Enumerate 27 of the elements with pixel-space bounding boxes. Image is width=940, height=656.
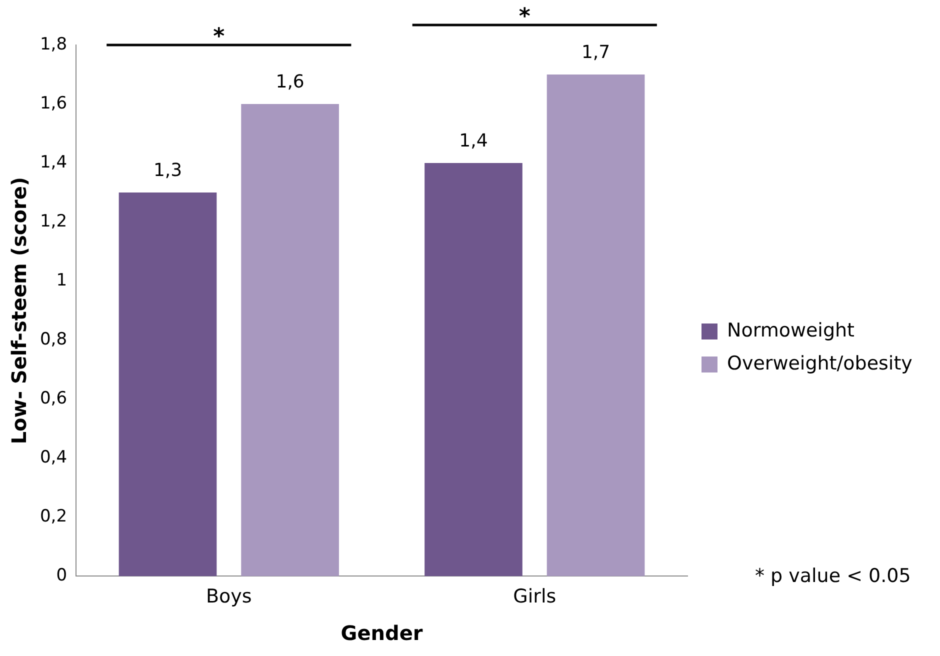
y-axis-title: Low- Self-steem (score) <box>7 176 32 444</box>
y-tick-label: 1,8 <box>40 34 68 54</box>
data-label: 1,3 <box>153 160 182 182</box>
x-axis-title: Gender <box>340 621 423 646</box>
y-tick-label: 0,6 <box>40 388 68 409</box>
bar <box>424 163 522 576</box>
bar <box>546 74 645 576</box>
x-tick-label: Boys <box>206 586 252 608</box>
text: * p value < 0.05 <box>755 565 911 587</box>
data-label: 1,4 <box>459 130 488 152</box>
y-tick-label: 0,8 <box>40 330 68 350</box>
y-tick-label: 0,4 <box>40 448 68 468</box>
text: * <box>518 4 531 30</box>
data-label: 1,6 <box>276 72 304 93</box>
data-label: 1,7 <box>581 42 610 64</box>
y-tick-label: 1,2 <box>40 211 68 232</box>
legend-label: Normoweight <box>727 319 855 342</box>
annotation: * <box>213 24 226 50</box>
bar <box>241 104 339 576</box>
x-tick-label: Girls <box>513 586 556 608</box>
y-tick-label: 1,6 <box>40 93 68 114</box>
y-tick-label: 1 <box>56 270 68 291</box>
y-tick-label: 0,2 <box>40 506 68 527</box>
legend-label: Overweight/obesity <box>727 352 912 374</box>
bar <box>118 192 217 576</box>
y-tick-label: 1,4 <box>40 152 68 172</box>
y-tick-label: 0 <box>56 566 68 586</box>
